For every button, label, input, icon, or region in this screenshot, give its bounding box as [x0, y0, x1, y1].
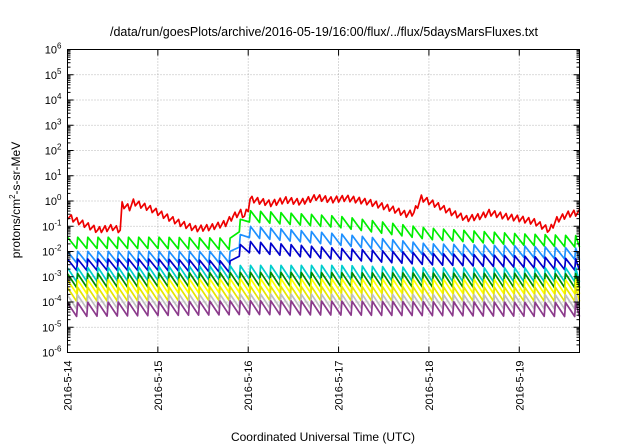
series-line-6 — [66, 277, 581, 295]
series-line-1 — [66, 209, 581, 251]
series-line-7 — [66, 285, 581, 303]
chart-title: /data/run/goesPlots/archive/2016-05-19/1… — [110, 25, 539, 39]
x-tick-label: 2016-5-15 — [153, 361, 165, 411]
y-tick-label: 10-6 — [42, 345, 62, 360]
x-tick-label: 2016-5-19 — [514, 361, 526, 411]
x-tick-label: 2016-5-18 — [424, 361, 436, 411]
x-axis-ticks: 2016-5-14 2016-5-15 2016-5-16 2016-5-17 2016… — [63, 49, 526, 411]
y-tick-label: 100 — [45, 193, 62, 208]
series-line-2 — [66, 225, 581, 264]
y-tick-label: 10-2 — [42, 244, 62, 259]
y-tick-label: 10-4 — [42, 294, 62, 309]
y-axis-ticks: 10-6 10-5 10-4 10-3 10-2 10-1 100 101 102 103 104 1… — [42, 42, 580, 360]
y-tick-label: 10-1 — [42, 218, 62, 233]
x-tick-label: 2016-5-16 — [243, 361, 255, 411]
series-line-9 — [66, 299, 581, 318]
series-line-0 — [66, 194, 581, 234]
x-tick-label: 2016-5-14 — [63, 361, 75, 411]
x-tick-label: 2016-5-17 — [334, 361, 346, 411]
series-line-4 — [66, 264, 581, 283]
y-tick-label: 104 — [45, 92, 62, 107]
y-tick-label: 10-3 — [42, 269, 62, 284]
series-line-8 — [66, 293, 581, 310]
y-tick-label: 101 — [45, 168, 62, 183]
series-line-5 — [66, 271, 581, 289]
y-tick-label: 103 — [45, 117, 62, 132]
series-lines — [66, 194, 581, 318]
y-tick-label: 105 — [45, 67, 62, 82]
y-tick-label: 106 — [45, 42, 62, 57]
y-axis-label: protons/cm2-s-sr-MeV — [8, 142, 23, 258]
y-tick-label: 10-5 — [42, 319, 62, 334]
y-tick-label: 102 — [45, 143, 62, 158]
x-axis-label: Coordinated Universal Time (UTC) — [231, 430, 415, 444]
series-line-3 — [66, 240, 581, 274]
